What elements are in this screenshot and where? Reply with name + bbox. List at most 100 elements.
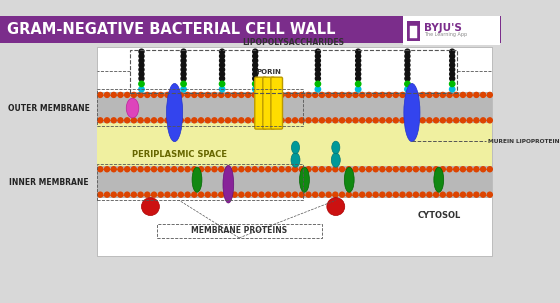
Circle shape bbox=[380, 118, 385, 123]
Circle shape bbox=[259, 118, 264, 123]
Circle shape bbox=[400, 192, 405, 197]
Circle shape bbox=[111, 167, 116, 172]
Circle shape bbox=[373, 92, 378, 98]
Circle shape bbox=[220, 67, 225, 72]
Circle shape bbox=[450, 58, 455, 63]
Circle shape bbox=[393, 118, 398, 123]
Circle shape bbox=[105, 118, 110, 123]
Circle shape bbox=[181, 49, 186, 54]
Circle shape bbox=[360, 192, 365, 197]
Circle shape bbox=[118, 92, 123, 98]
Circle shape bbox=[306, 167, 311, 172]
Circle shape bbox=[225, 118, 230, 123]
Ellipse shape bbox=[166, 83, 183, 142]
Ellipse shape bbox=[404, 83, 420, 142]
Circle shape bbox=[205, 192, 210, 197]
Circle shape bbox=[292, 167, 297, 172]
Circle shape bbox=[253, 72, 258, 77]
Ellipse shape bbox=[291, 153, 300, 167]
Circle shape bbox=[373, 167, 378, 172]
Circle shape bbox=[420, 118, 425, 123]
Circle shape bbox=[339, 92, 344, 98]
Circle shape bbox=[360, 92, 365, 98]
Circle shape bbox=[474, 92, 479, 98]
Circle shape bbox=[179, 192, 183, 197]
Circle shape bbox=[179, 92, 183, 98]
Circle shape bbox=[279, 92, 284, 98]
Circle shape bbox=[315, 76, 320, 81]
Circle shape bbox=[299, 92, 304, 98]
Circle shape bbox=[152, 92, 157, 98]
Circle shape bbox=[259, 92, 264, 98]
Circle shape bbox=[356, 76, 361, 81]
Circle shape bbox=[253, 54, 258, 59]
Circle shape bbox=[299, 192, 304, 197]
Circle shape bbox=[447, 167, 452, 172]
Circle shape bbox=[460, 92, 465, 98]
Text: The Learning App: The Learning App bbox=[423, 32, 466, 37]
Circle shape bbox=[205, 92, 210, 98]
Circle shape bbox=[165, 167, 170, 172]
Circle shape bbox=[252, 192, 257, 197]
Circle shape bbox=[487, 167, 492, 172]
Circle shape bbox=[252, 118, 257, 123]
Circle shape bbox=[360, 167, 365, 172]
Circle shape bbox=[315, 63, 320, 68]
Circle shape bbox=[312, 92, 318, 98]
Circle shape bbox=[333, 118, 338, 123]
Circle shape bbox=[353, 192, 358, 197]
Circle shape bbox=[454, 118, 459, 123]
Bar bbox=[0, 16, 501, 43]
Circle shape bbox=[252, 92, 257, 98]
Circle shape bbox=[98, 92, 103, 98]
Bar bbox=[97, 89, 302, 126]
Circle shape bbox=[405, 76, 410, 81]
Circle shape bbox=[98, 118, 103, 123]
Circle shape bbox=[450, 54, 455, 59]
Circle shape bbox=[253, 76, 258, 81]
FancyBboxPatch shape bbox=[263, 77, 274, 129]
Circle shape bbox=[346, 118, 351, 123]
Circle shape bbox=[405, 87, 410, 92]
Circle shape bbox=[440, 192, 445, 197]
Circle shape bbox=[405, 63, 410, 68]
Circle shape bbox=[185, 92, 190, 98]
Circle shape bbox=[132, 92, 137, 98]
Circle shape bbox=[450, 63, 455, 68]
Circle shape bbox=[356, 58, 361, 63]
Circle shape bbox=[181, 81, 186, 87]
Circle shape bbox=[356, 67, 361, 72]
Bar bbox=[130, 50, 456, 93]
Circle shape bbox=[346, 92, 351, 98]
Circle shape bbox=[125, 92, 130, 98]
Circle shape bbox=[139, 81, 144, 87]
Circle shape bbox=[218, 192, 223, 197]
Circle shape bbox=[299, 167, 304, 172]
Bar bbox=[97, 166, 492, 198]
Circle shape bbox=[98, 192, 103, 197]
Circle shape bbox=[220, 63, 225, 68]
Circle shape bbox=[232, 167, 237, 172]
Circle shape bbox=[199, 118, 203, 123]
Bar bbox=[97, 164, 302, 200]
Circle shape bbox=[346, 167, 351, 172]
Circle shape bbox=[319, 167, 324, 172]
Circle shape bbox=[312, 167, 318, 172]
Circle shape bbox=[315, 49, 320, 54]
Ellipse shape bbox=[126, 98, 139, 118]
Circle shape bbox=[152, 167, 157, 172]
Circle shape bbox=[312, 118, 318, 123]
Circle shape bbox=[245, 118, 250, 123]
Circle shape bbox=[420, 92, 425, 98]
Text: OUTER MEMBRANE: OUTER MEMBRANE bbox=[8, 104, 90, 113]
Circle shape bbox=[460, 167, 465, 172]
Circle shape bbox=[245, 167, 250, 172]
Circle shape bbox=[373, 118, 378, 123]
Circle shape bbox=[253, 63, 258, 68]
Circle shape bbox=[259, 167, 264, 172]
Ellipse shape bbox=[332, 141, 340, 154]
Circle shape bbox=[413, 167, 418, 172]
Circle shape bbox=[315, 87, 320, 92]
Circle shape bbox=[125, 167, 130, 172]
Circle shape bbox=[111, 92, 116, 98]
